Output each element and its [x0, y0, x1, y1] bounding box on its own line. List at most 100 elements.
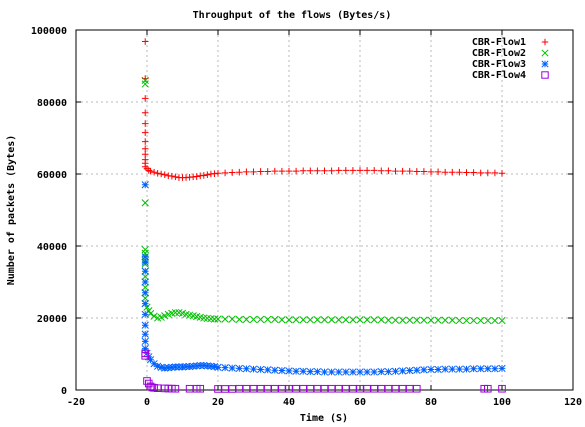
data-point: [203, 362, 212, 370]
data-point: [498, 364, 506, 373]
data-point: [299, 316, 307, 324]
data-point: [484, 316, 492, 325]
data-point: [153, 362, 162, 370]
data-point: [385, 167, 392, 175]
data-point: [363, 316, 371, 324]
data-point: [185, 362, 194, 371]
data-point: [271, 167, 279, 175]
data-point: [256, 384, 265, 393]
data-point: [141, 199, 149, 207]
data-point: [427, 168, 435, 176]
data-point: [356, 368, 364, 376]
data-point: [141, 76, 149, 85]
axis-ticks: [75, 29, 574, 391]
data-point: [328, 167, 335, 175]
data-point: [264, 366, 272, 374]
x-tick-label: -20: [67, 397, 85, 408]
y-tick-label: 40000: [37, 242, 67, 253]
data-point: [141, 95, 149, 102]
data-point: [377, 316, 385, 324]
data-point: [178, 363, 187, 371]
x-tick-label: 40: [283, 397, 295, 408]
data-point: [462, 365, 471, 373]
data-point: [377, 384, 386, 393]
data-point: [498, 384, 506, 393]
data-point: [349, 368, 357, 376]
data-point: [278, 167, 286, 175]
data-point: [256, 315, 265, 324]
data-point: [292, 367, 300, 375]
data-point: [377, 367, 385, 376]
data-point: [356, 316, 364, 324]
legend-label: CBR-Flow1: [472, 37, 526, 48]
data-point: [342, 316, 350, 324]
data-point: [141, 245, 149, 254]
data-point: [420, 316, 428, 324]
data-point: [196, 361, 204, 370]
data-point: [161, 171, 169, 179]
data-point: [143, 349, 151, 357]
data-point: [207, 315, 215, 323]
data-point: [235, 364, 243, 373]
data-point: [168, 172, 176, 180]
data-point: [484, 169, 492, 177]
data-point: [321, 167, 328, 175]
data-point: [250, 168, 257, 176]
axis-tick-labels: -20 0 20 40 60 80 100 1200200004000060000800001…: [31, 26, 582, 408]
data-point: [491, 169, 499, 177]
data-point: [469, 365, 478, 373]
data-point: [434, 365, 442, 374]
data-point: [314, 167, 321, 175]
data-point: [221, 169, 229, 177]
data-point: [141, 283, 149, 292]
data-point: [470, 169, 477, 176]
data-point: [278, 366, 286, 375]
data-point: [398, 367, 407, 375]
data-point: [448, 365, 456, 373]
data-point: [370, 368, 378, 376]
x-tick-label: 100: [493, 397, 511, 408]
data-point: [370, 167, 378, 174]
data-point: [141, 330, 149, 338]
data-point: [469, 316, 478, 325]
data-point: [164, 364, 172, 372]
data-point: [378, 167, 385, 175]
data-point: [214, 385, 222, 393]
y-tick-label: 80000: [37, 98, 67, 109]
data-point: [391, 384, 400, 393]
x-tick-label: 80: [425, 397, 437, 408]
data-point: [307, 167, 314, 175]
data-point: [243, 168, 250, 176]
data-point: [249, 315, 258, 324]
data-point: [327, 368, 336, 376]
data-point: [263, 384, 272, 393]
gridlines: [76, 30, 573, 390]
data-point: [384, 367, 393, 376]
data-point: [285, 167, 293, 175]
data-point: [264, 168, 271, 175]
data-point: [228, 385, 236, 393]
data-point: [172, 173, 179, 181]
data-point: [141, 129, 149, 136]
data-point: [175, 363, 183, 371]
data-point: [434, 168, 442, 176]
data-point: [141, 267, 149, 275]
x-tick-label: 0: [144, 397, 150, 408]
data-point: [242, 384, 251, 393]
y-axis-label: Number of packets (Bytes): [6, 135, 17, 286]
data-point: [334, 384, 343, 393]
data-point: [182, 362, 190, 371]
y-tick-label: 20000: [37, 314, 67, 325]
data-point: [406, 167, 413, 175]
data-point: [271, 366, 279, 374]
data-point: [320, 368, 329, 376]
data-point: [141, 294, 149, 302]
series-4: [141, 349, 506, 393]
data-point: [235, 384, 244, 393]
data-point: [157, 170, 165, 178]
data-point: [264, 315, 272, 324]
data-point: [221, 385, 229, 393]
data-point: [463, 169, 470, 176]
